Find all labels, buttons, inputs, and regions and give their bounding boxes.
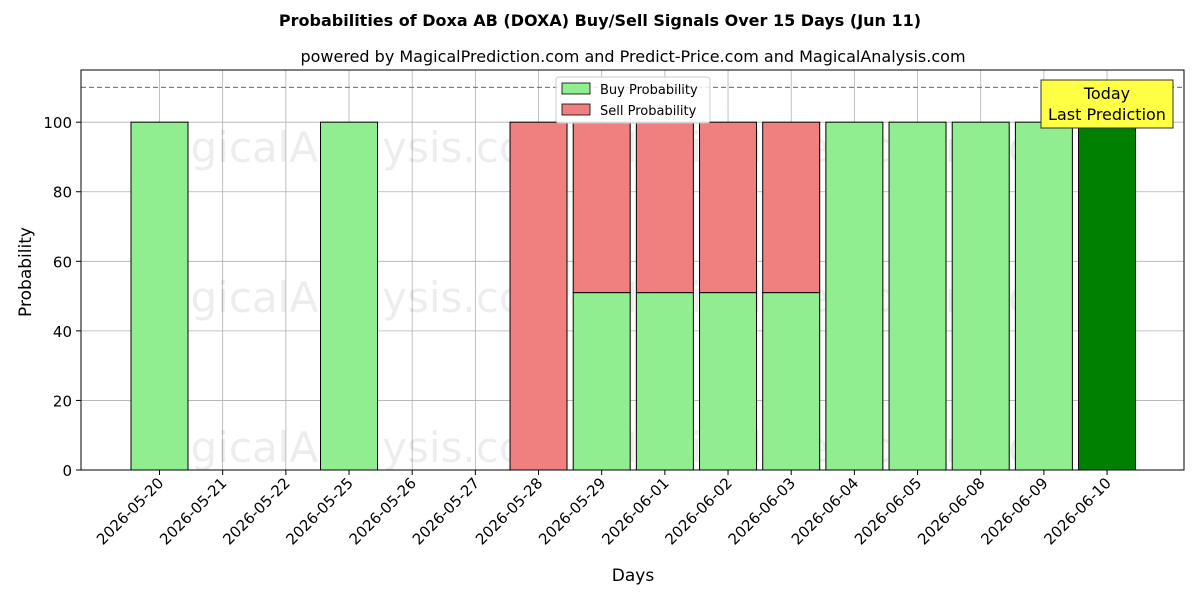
buy-bar (320, 121, 379, 471)
x-tick-label: 2026-06-03 (725, 474, 799, 548)
buy-bar (888, 121, 947, 471)
buy-bar (1014, 121, 1073, 471)
x-tick-label: 2026-05-29 (535, 474, 609, 548)
buy-bar (130, 121, 189, 471)
chart-subtitle: powered by MagicalPrediction.com and Pre… (300, 47, 965, 66)
x-tick-label: 2026-05-21 (156, 474, 230, 548)
x-tick-label: 2026-05-27 (409, 474, 483, 548)
y-tick-label: 20 (53, 392, 72, 410)
sell-bar (572, 121, 631, 294)
x-tick-label: 2026-06-09 (977, 474, 1051, 548)
bar-layer (81, 86, 1184, 471)
x-tick-label: 2026-05-25 (282, 474, 356, 548)
sell-bar (762, 121, 821, 294)
plot-frame (80, 69, 1185, 471)
x-tick-label: 2026-06-05 (851, 474, 925, 548)
legend-sell-label: Sell Probability (600, 104, 697, 119)
chart-title: Probabilities of Doxa AB (DOXA) Buy/Sell… (279, 11, 921, 30)
x-tick-label: 2026-05-28 (472, 474, 546, 548)
buy-bar (635, 292, 694, 471)
today-annotation-box (1040, 79, 1174, 129)
buy-bar (699, 292, 758, 471)
buy-bar (762, 292, 821, 471)
x-tick-label: 2026-05-26 (346, 474, 420, 548)
x-tick-label: 2026-06-10 (1040, 474, 1114, 548)
y-tick-label: 40 (53, 323, 72, 341)
y-tick-label: 60 (53, 253, 72, 271)
today-annotation: Today Last Prediction (1040, 79, 1174, 129)
legend-sell-swatch (561, 103, 591, 116)
legend-box (555, 76, 711, 124)
sell-bar (635, 121, 694, 294)
y-tick-label: 100 (43, 114, 72, 132)
today-annotation-line1: Today (1083, 84, 1130, 103)
x-tick-label: 2026-06-04 (788, 474, 862, 548)
buy-bar (951, 121, 1010, 471)
buy-bar (572, 292, 631, 471)
x-tick-label: 2026-05-22 (219, 474, 293, 548)
legend-buy-label: Buy Probability (600, 83, 698, 98)
x-axis-label: Days (612, 566, 655, 586)
sell-bar (699, 121, 758, 294)
y-axis-label: Probability (16, 227, 36, 317)
y-tick-label: 0 (62, 462, 72, 480)
x-tick-label: 2026-06-02 (661, 474, 735, 548)
x-tick-label: 2026-06-08 (914, 474, 988, 548)
buy-bar (1078, 121, 1137, 471)
legend: Buy Probability Sell Probability (555, 76, 711, 124)
legend-buy-swatch (561, 82, 591, 95)
today-annotation-line2: Last Prediction (1048, 105, 1166, 124)
x-tick-label: 2026-05-20 (93, 474, 167, 548)
y-tick-label: 80 (53, 184, 72, 202)
sell-bar (509, 121, 568, 471)
buy-bar (825, 121, 884, 471)
x-tick-label: 2026-06-01 (598, 474, 672, 548)
